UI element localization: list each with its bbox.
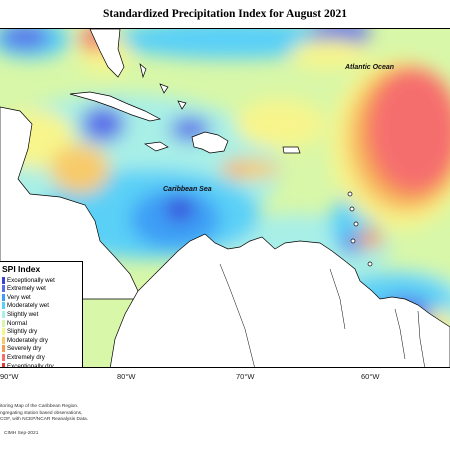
legend-item: Slightly wet (2, 309, 38, 319)
legend-label: Moderately wet (7, 302, 49, 310)
legend-swatch (2, 293, 5, 301)
bahamas-land (139, 63, 147, 79)
map-credit: CIMH Sep-2021 (4, 431, 39, 436)
cuba-land (69, 91, 162, 122)
footnote-line: COF, with NCEP/NCAR Reanalysis Data. (0, 417, 88, 422)
legend-label: Extremely wet (7, 285, 46, 293)
legend-title: SPI Index (2, 264, 41, 274)
spi-map-canvas (0, 29, 450, 367)
lesser-antilles-land (349, 206, 355, 212)
legend-label: Extremely dry (7, 353, 45, 361)
longitude-label: 90°W (0, 372, 19, 381)
legend-swatch (2, 285, 5, 293)
slightly-dry-zone (290, 39, 370, 69)
moderately-wet-zone (110, 29, 350, 59)
longitude-label: 70°W (236, 372, 255, 381)
legend-item: Very wet (2, 292, 31, 302)
hispaniola-land (191, 131, 229, 154)
south-america-land (109, 233, 450, 367)
legend-label: Moderately dry (7, 336, 48, 344)
footnote-line: ngregating station based observations, (0, 410, 83, 416)
spi-map: Atlantic Ocean Caribbean Sea SPI Index E… (0, 28, 450, 368)
legend-label: Slightly wet (7, 310, 39, 318)
map-title: Standardized Precipitation Index for Aug… (103, 8, 347, 20)
legend-label: Exceptionally wet (7, 276, 55, 284)
exceptionally-wet-zone (166, 197, 194, 221)
country-borders (219, 263, 425, 367)
extremely-wet-zone (0, 29, 50, 49)
legend-swatch (2, 319, 5, 327)
legend-label: Very wet (7, 293, 31, 301)
lesser-antilles-land (353, 221, 359, 227)
severely-dry-zone (358, 229, 382, 249)
lesser-antilles-land (367, 261, 373, 267)
map-footnote: itoring Map of the Caribbean Region. ngr… (0, 404, 88, 424)
bahamas-land (159, 83, 169, 94)
moderately-dry-zone (50, 144, 110, 194)
legend-swatch (2, 310, 5, 318)
caribbean-sea-label: Caribbean Sea (163, 186, 212, 193)
legend-item: Exceptionally dry (2, 361, 54, 368)
legend-item: Exceptionally wet (2, 275, 55, 285)
legend-label: Severely dry (7, 345, 42, 353)
legend-swatch (2, 276, 5, 284)
atlantic-ocean-label: Atlantic Ocean (345, 64, 395, 71)
puerto-rico-land (282, 146, 301, 154)
legend-item: Severely dry (2, 344, 41, 354)
legend-item: Extremely wet (2, 284, 46, 294)
legend-label: Slightly dry (7, 328, 38, 336)
legend-item: Extremely dry (2, 352, 45, 362)
legend-swatch (2, 328, 5, 336)
legend-item: Slightly dry (2, 327, 37, 337)
slightly-dry-zone (235, 99, 325, 149)
extremely-wet-zone (81, 106, 125, 142)
extremely-dry-zone (370, 67, 450, 191)
lesser-antilles-land (350, 238, 356, 244)
spi-legend: SPI Index Exceptionally wet Extremely wet… (0, 261, 83, 368)
legend-swatch (2, 302, 5, 310)
extremely-wet-zone (342, 234, 358, 254)
lesser-antilles-land (347, 191, 353, 197)
legend-item: Moderately dry (2, 335, 48, 345)
bahamas-land (177, 100, 187, 110)
severely-dry-zone (225, 163, 245, 175)
legend-swatch (2, 336, 5, 344)
legend-swatch (2, 345, 5, 353)
legend-label: Normal (7, 319, 27, 327)
jamaica-land (144, 141, 169, 152)
land-masses (0, 29, 450, 367)
legend-swatch (2, 353, 5, 361)
footnote-line: itoring Map of the Caribbean Region. (0, 404, 79, 409)
legend-item: Normal (2, 318, 27, 328)
legend-item: Moderately wet (2, 301, 49, 311)
legend-label: Exceptionally dry (7, 362, 54, 368)
legend-swatch (2, 362, 5, 367)
longitude-label: 60°W (361, 372, 380, 381)
longitude-label: 80°W (117, 372, 136, 381)
florida-land (89, 29, 125, 78)
